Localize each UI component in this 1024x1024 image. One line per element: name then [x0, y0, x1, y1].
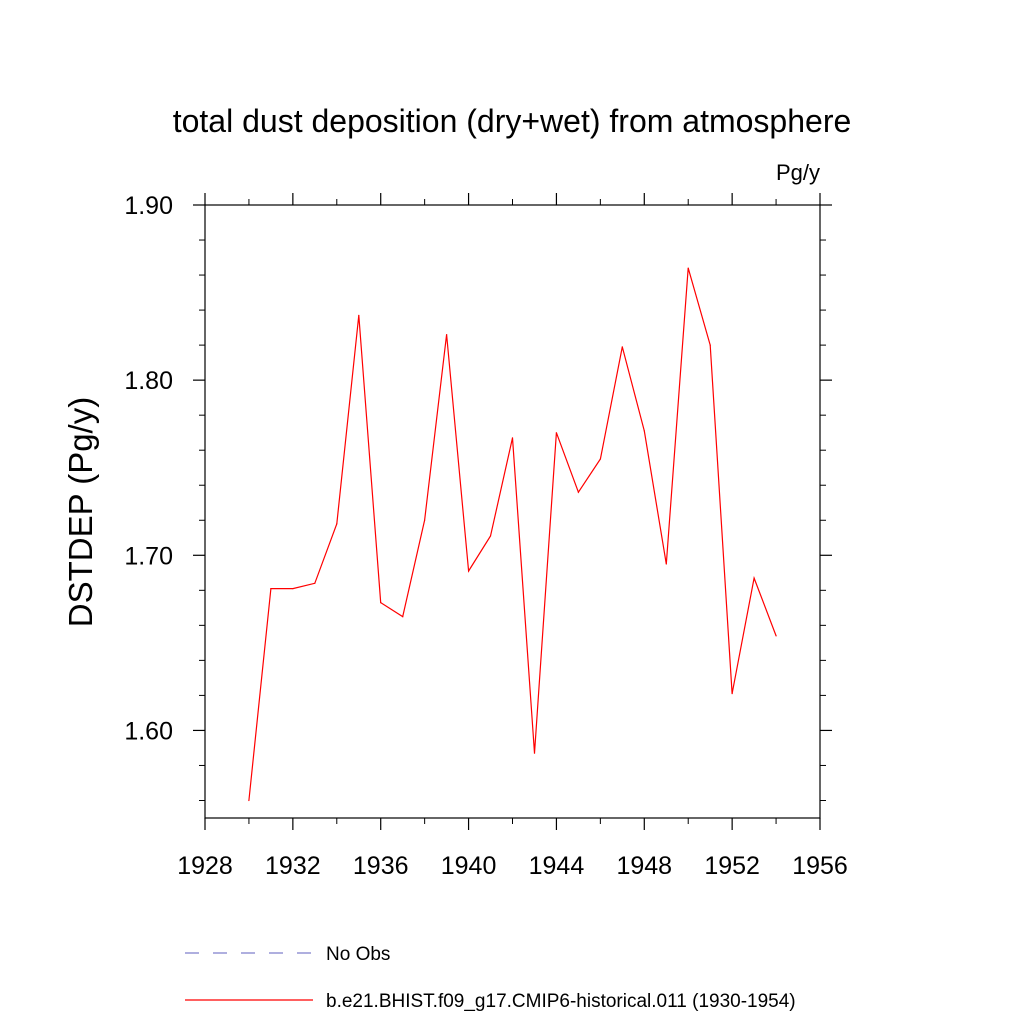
legend-label: No Obs — [326, 944, 390, 965]
data-point — [292, 588, 294, 590]
data-point — [402, 616, 404, 618]
y-axis-label: DSTDEP (Pg/y) — [62, 397, 99, 627]
data-point — [489, 535, 492, 537]
data-point — [424, 519, 426, 521]
data-point — [380, 602, 382, 604]
data-point — [511, 437, 514, 439]
legend: No Obs b.e21.BHIST.f09_g17.CMIP6-historic… — [185, 944, 796, 1012]
tick-labels: 1928 1932 1936 1940 1944 1948 1952 1956 1.60 1.70… — [124, 192, 847, 880]
x-tick-label: 1928 — [177, 852, 233, 880]
data-point — [533, 752, 536, 754]
data-point — [248, 799, 250, 802]
data-point — [753, 577, 755, 579]
y-tick-label: 1.90 — [124, 192, 173, 220]
y-tick-label: 1.70 — [124, 542, 173, 570]
x-tick-label: 1952 — [704, 852, 760, 880]
data-point — [468, 570, 470, 572]
data-point — [709, 344, 711, 346]
data-point — [577, 491, 580, 493]
data-point — [336, 523, 338, 525]
data-point — [599, 458, 602, 460]
chart-title: total dust deposition (dry+wet) from atm… — [173, 103, 852, 139]
data-point — [555, 432, 558, 434]
y-tick-label: 1.60 — [124, 717, 173, 745]
x-tick-label: 1956 — [792, 852, 848, 880]
data-point — [731, 693, 733, 695]
data-point — [687, 267, 689, 269]
x-tick-label: 1936 — [353, 852, 409, 880]
data-point — [314, 582, 316, 584]
data-point — [643, 430, 645, 432]
y-tick-label: 1.80 — [124, 367, 173, 395]
data-point — [358, 314, 360, 316]
plot-frame — [204, 204, 821, 819]
data-point — [775, 635, 777, 637]
x-tick-label: 1932 — [265, 852, 321, 880]
x-tick-label: 1948 — [616, 852, 672, 880]
data-point — [270, 588, 272, 590]
units-label: Pg/y — [776, 160, 820, 185]
data-point — [446, 334, 448, 336]
x-tick-label: 1940 — [441, 852, 497, 880]
data-point — [621, 346, 623, 348]
x-tick-label: 1944 — [529, 852, 585, 880]
axis-ticks — [193, 193, 832, 830]
series-line — [248, 267, 777, 801]
data-point — [665, 563, 667, 565]
series-group — [248, 267, 777, 802]
legend-label: b.e21.BHIST.f09_g17.CMIP6-historical.011… — [326, 991, 796, 1012]
